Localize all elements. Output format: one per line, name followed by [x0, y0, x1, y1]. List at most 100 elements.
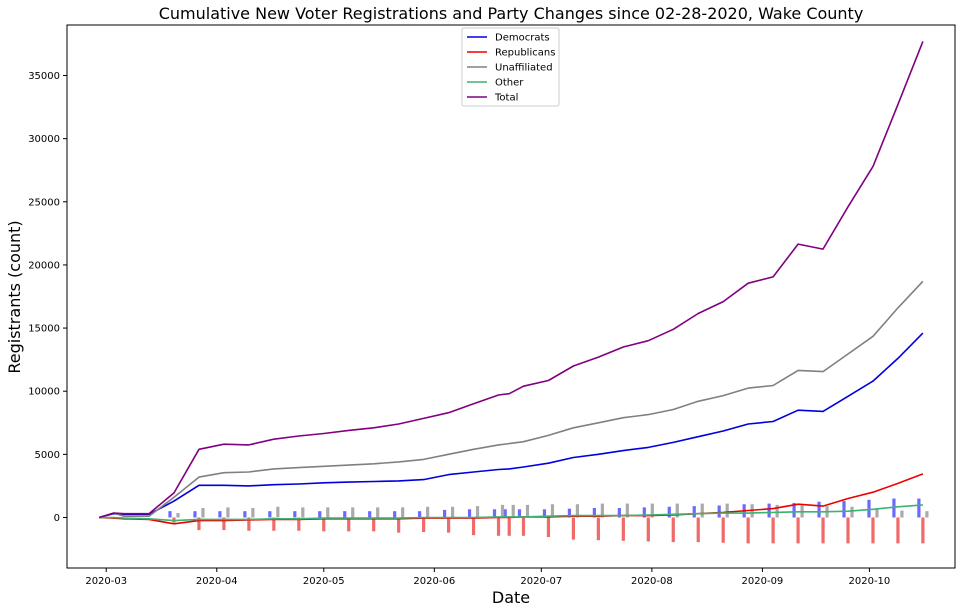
- y-tick-label: 30000: [28, 134, 60, 145]
- legend-label: Unaffiliated: [495, 63, 553, 74]
- bar: [500, 504, 505, 518]
- bar: [168, 511, 172, 518]
- bar: [696, 517, 700, 543]
- y-tick-label: 0: [54, 513, 60, 524]
- bar: [567, 508, 572, 518]
- bar: [821, 517, 825, 544]
- bar: [867, 499, 871, 518]
- bar: [507, 517, 511, 536]
- bar: [343, 511, 347, 518]
- y-tick-label: 25000: [28, 197, 60, 208]
- bar: [592, 508, 596, 518]
- bar: [475, 506, 480, 518]
- bar: [571, 517, 576, 540]
- bar: [646, 517, 650, 542]
- bar: [393, 511, 397, 518]
- bar: [575, 504, 580, 518]
- bar: [243, 511, 247, 518]
- bar: [725, 503, 729, 518]
- x-axis-label: Date: [492, 588, 530, 607]
- bar: [617, 508, 621, 518]
- x-tick-label: 2020-06: [413, 576, 455, 587]
- series-line: [99, 504, 923, 522]
- bar: [721, 517, 725, 543]
- bar: [426, 506, 430, 518]
- legend-label: Republicans: [495, 48, 555, 59]
- bar: [272, 517, 276, 531]
- legend-label: Other: [495, 78, 524, 89]
- bar: [471, 517, 476, 536]
- bar: [692, 506, 696, 518]
- bar: [817, 501, 821, 518]
- x-tick-label: 2020-08: [631, 576, 673, 587]
- series-line: [98, 280, 924, 519]
- series-line: [98, 41, 924, 519]
- y-tick-label: 15000: [28, 324, 60, 335]
- bar: [442, 509, 447, 518]
- bar: [326, 507, 330, 518]
- bar: [746, 517, 750, 544]
- series-lines: [98, 41, 924, 525]
- legend: Democrats Republicans Unaffiliated Other Tot…: [461, 27, 560, 107]
- bar: [226, 507, 230, 518]
- bar: [525, 504, 530, 518]
- bar: [767, 503, 771, 518]
- bar: [268, 511, 272, 518]
- bar: [197, 517, 201, 531]
- y-tick-label: 35000: [28, 71, 60, 82]
- bar: [596, 517, 600, 541]
- bar: [347, 517, 351, 532]
- bar: [301, 507, 305, 518]
- bar: [900, 510, 904, 518]
- bar: [775, 504, 779, 518]
- bar: [546, 517, 551, 538]
- bar: [892, 498, 896, 518]
- bar: [251, 508, 255, 518]
- bar: [503, 509, 507, 518]
- series-line: [98, 332, 924, 519]
- bar: [397, 517, 401, 533]
- bar: [351, 507, 355, 518]
- bar: [667, 506, 671, 518]
- bar: [368, 511, 372, 518]
- bar: [925, 511, 929, 518]
- bar: [297, 517, 301, 531]
- bar: [917, 498, 921, 518]
- bar: [450, 506, 455, 518]
- bar: [496, 517, 501, 536]
- x-axis: 2020-03 2020-04 2020-05 2020-06 2020-07 2020-…: [85, 568, 890, 587]
- bar: [422, 517, 426, 533]
- bar: [222, 517, 226, 531]
- bar: [542, 509, 547, 518]
- y-tick-label: 10000: [28, 387, 60, 398]
- bar: [850, 506, 854, 518]
- bar: [846, 517, 850, 544]
- bar: [201, 508, 205, 518]
- y-axis: 0 5000 10000 15000 20000 25000 30000 35000: [28, 71, 67, 524]
- chart-title: Cumulative New Voter Registrations and P…: [159, 4, 864, 23]
- bar: [492, 509, 497, 518]
- bar: [642, 507, 646, 518]
- bar: [650, 503, 654, 518]
- bar: [792, 502, 796, 518]
- bar: [218, 511, 222, 518]
- bar: [446, 517, 451, 533]
- legend-box: [461, 27, 560, 107]
- bar: [717, 505, 721, 518]
- bar: [276, 506, 280, 518]
- bar: [511, 504, 515, 518]
- bar: [842, 501, 846, 518]
- bar: [771, 517, 775, 544]
- x-tick-label: 2020-03: [85, 576, 127, 587]
- bar: [401, 507, 405, 518]
- bar: [318, 511, 322, 518]
- x-tick-label: 2020-10: [849, 576, 891, 587]
- bar: [896, 517, 900, 544]
- x-tick-label: 2020-05: [303, 576, 345, 587]
- bar: [671, 517, 675, 543]
- bar: [176, 513, 180, 518]
- y-tick-label: 5000: [35, 450, 60, 461]
- plot-area: [66, 24, 956, 569]
- legend-label: Democrats: [495, 33, 550, 44]
